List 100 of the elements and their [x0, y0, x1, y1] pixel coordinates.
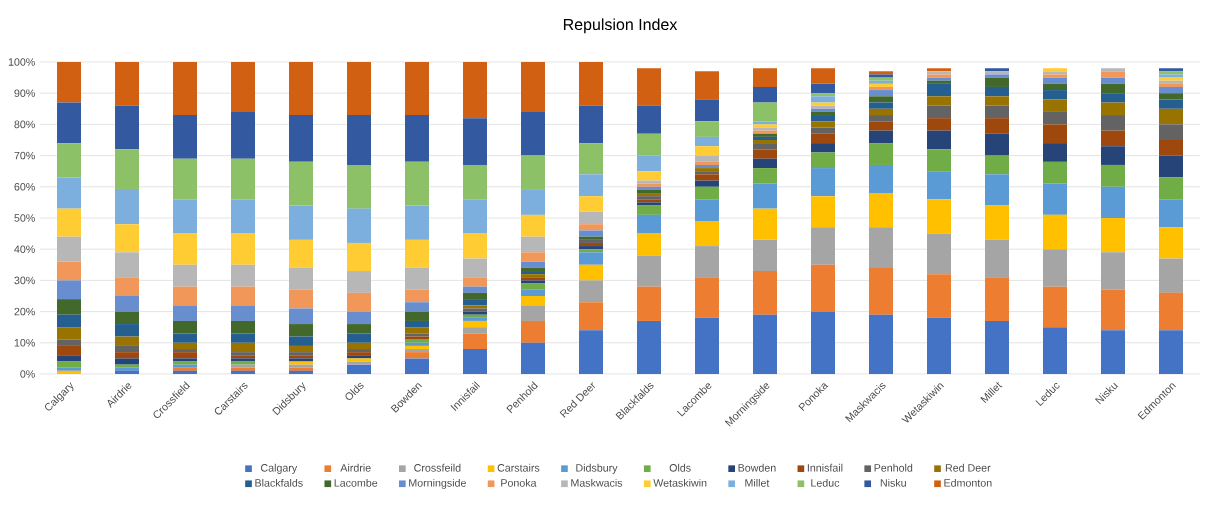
- bar: [463, 233, 488, 259]
- bar: [115, 105, 140, 150]
- bar: [463, 164, 488, 200]
- bar: [869, 115, 893, 122]
- bar: [753, 102, 777, 122]
- bar: [1158, 155, 1183, 178]
- bar: [231, 233, 256, 265]
- bar: [811, 83, 835, 94]
- bar: [869, 193, 893, 228]
- bar: [1043, 183, 1067, 215]
- bar: [347, 333, 372, 343]
- bar: [57, 314, 82, 328]
- bar: [695, 146, 719, 156]
- bar: [347, 62, 372, 116]
- bar: [405, 161, 430, 206]
- bar: [347, 115, 372, 165]
- bar: [1100, 186, 1125, 218]
- bar: [637, 205, 661, 215]
- bar: [463, 292, 488, 300]
- bar: [753, 271, 777, 315]
- legend-label: Edmonton: [944, 478, 992, 487]
- y-tick-label: 30%: [14, 276, 35, 285]
- legend-label: Blackfalds: [255, 478, 303, 487]
- bar: [695, 136, 719, 147]
- bar: [521, 305, 546, 321]
- bar: [173, 349, 198, 353]
- bar: [521, 62, 546, 112]
- bar: [347, 271, 372, 293]
- bar: [347, 342, 372, 350]
- bar: [811, 168, 835, 197]
- bar: [115, 352, 140, 359]
- bar: [695, 186, 719, 200]
- bar: [753, 68, 777, 87]
- bar: [579, 280, 604, 303]
- legend-label: Olds: [669, 463, 691, 472]
- bar: [695, 199, 719, 222]
- bar: [173, 62, 198, 116]
- bar: [927, 130, 951, 150]
- bar: [405, 327, 430, 334]
- bar: [1100, 330, 1125, 374]
- bar: [463, 258, 488, 278]
- y-tick-label: 40%: [14, 245, 35, 253]
- bar: [1100, 102, 1125, 116]
- bar: [1043, 286, 1067, 328]
- legend-label: Leduc: [811, 478, 840, 487]
- bar: [521, 155, 546, 190]
- bar: [1158, 330, 1183, 374]
- bar: [695, 71, 719, 100]
- bar: [869, 143, 893, 165]
- bar: [347, 292, 372, 312]
- bar: [289, 324, 314, 337]
- bar: [753, 86, 777, 103]
- bar: [869, 164, 893, 194]
- bar: [927, 233, 951, 275]
- bar: [695, 277, 719, 318]
- bar: [347, 364, 372, 374]
- y-tick-label: 0%: [20, 370, 35, 378]
- bar: [1158, 199, 1183, 228]
- bar: [811, 93, 835, 97]
- bar: [811, 227, 835, 265]
- bar: [1158, 227, 1183, 259]
- legend-label: Penhold: [874, 463, 913, 472]
- bar: [115, 149, 140, 190]
- bar: [1158, 124, 1183, 140]
- bar: [115, 358, 140, 365]
- bar: [289, 345, 314, 353]
- bar: [695, 155, 719, 162]
- bar: [1043, 214, 1067, 250]
- bar: [57, 361, 82, 368]
- bar: [57, 355, 82, 362]
- bar: [753, 168, 777, 184]
- bar: [984, 133, 1009, 156]
- bar: [927, 171, 951, 200]
- bar: [463, 286, 488, 293]
- bar: [289, 115, 314, 162]
- bar: [231, 199, 256, 234]
- bar: [521, 252, 546, 262]
- bar: [984, 320, 1009, 374]
- bar: [1158, 139, 1183, 156]
- bar: [115, 336, 140, 346]
- bar: [173, 320, 198, 334]
- bar: [984, 174, 1009, 206]
- bar: [1100, 252, 1125, 290]
- bar: [463, 277, 488, 287]
- bar: [405, 349, 430, 353]
- bar: [231, 158, 256, 200]
- bar: [811, 143, 835, 153]
- bar: [115, 224, 140, 253]
- bar: [579, 264, 604, 281]
- bar: [231, 264, 256, 287]
- bar: [811, 121, 835, 128]
- bar: [57, 143, 82, 178]
- y-tick-label: 20%: [14, 307, 35, 316]
- bar: [521, 111, 546, 156]
- legend-label: Nisku: [880, 478, 906, 487]
- bar: [1100, 146, 1125, 165]
- bar: [521, 267, 546, 272]
- bar: [289, 62, 314, 116]
- bar: [405, 267, 430, 290]
- bar: [695, 164, 719, 169]
